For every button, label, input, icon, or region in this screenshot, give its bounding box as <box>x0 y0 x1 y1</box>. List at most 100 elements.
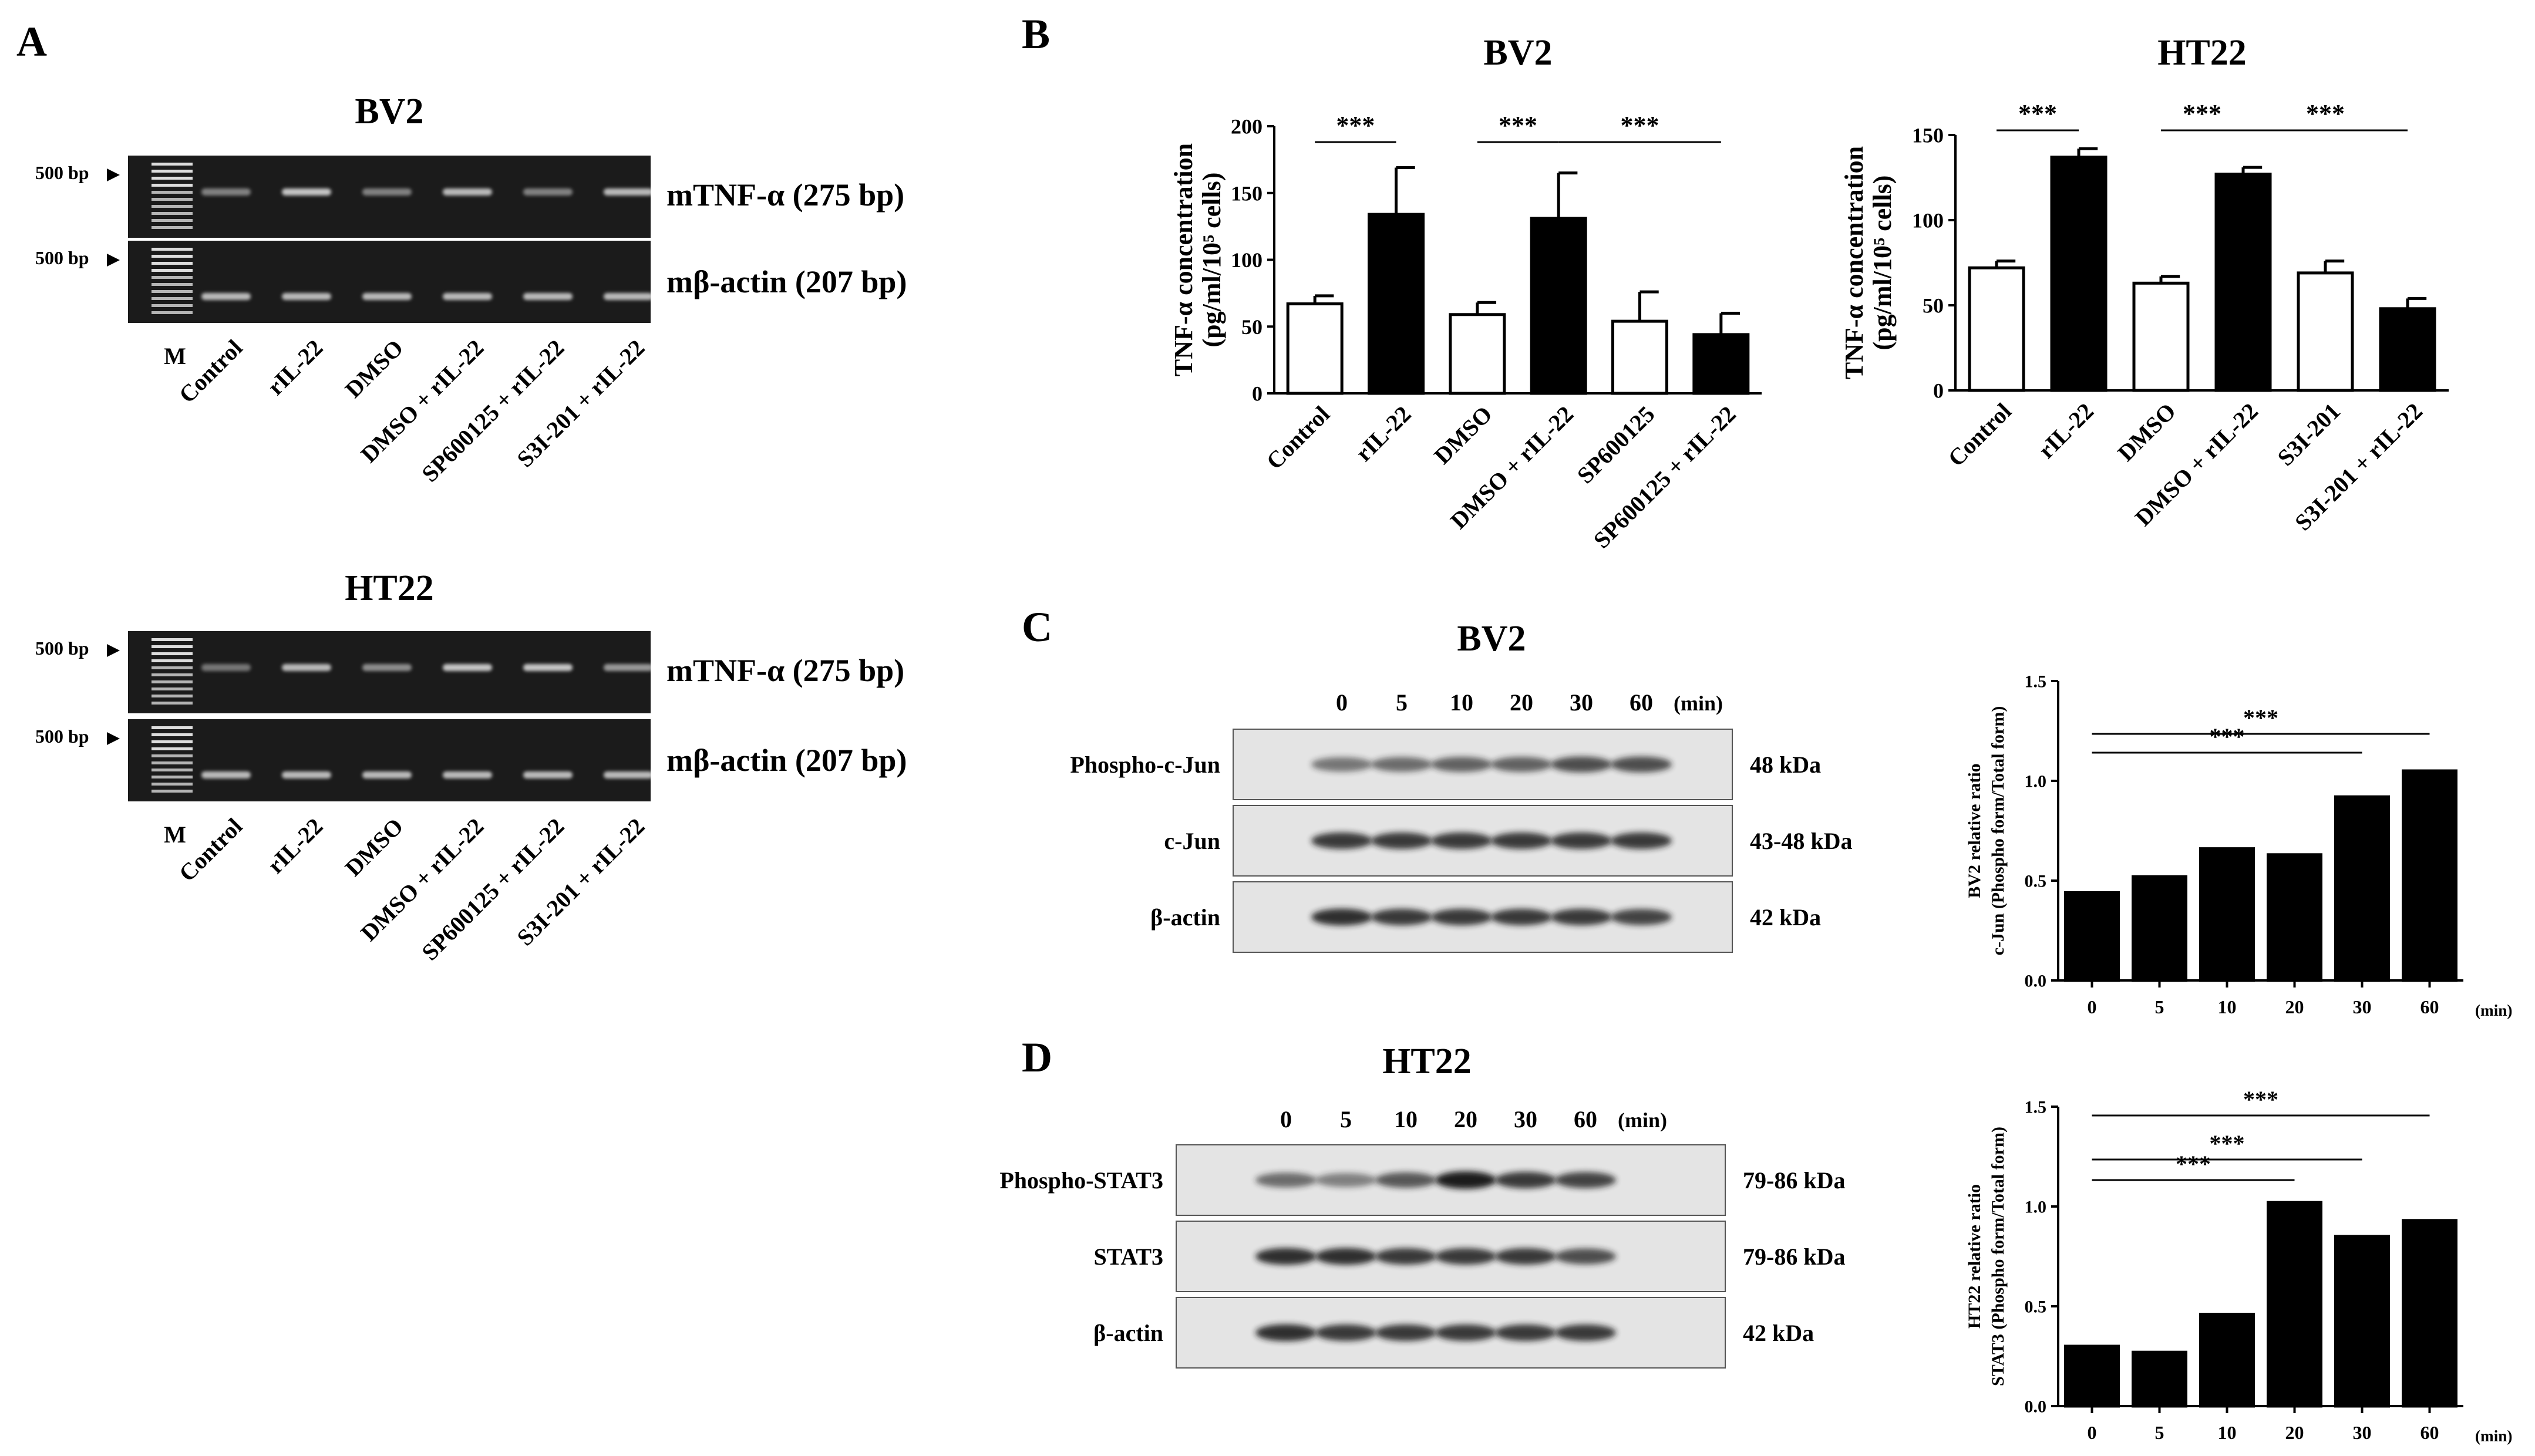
x-tick-label: 60 <box>2420 996 2439 1017</box>
gene-label: mTNF-α (275 bp) <box>666 653 904 688</box>
gel-band <box>362 188 412 196</box>
time-point-label: 10 <box>1394 1106 1418 1133</box>
bp-marker-label: 500 bp <box>35 162 89 183</box>
gel-background <box>128 719 651 801</box>
gel-band <box>282 664 331 671</box>
y-axis-label: TNF-α concentration <box>1840 146 1869 379</box>
ladder-band <box>152 177 193 180</box>
time-unit-label: (min) <box>1674 692 1723 715</box>
chart-title: HT22 <box>2157 33 2247 73</box>
x-tick-label: 60 <box>2420 1422 2439 1443</box>
time-point-label: 5 <box>1396 689 1408 716</box>
x-tick-label: 0 <box>2088 996 2097 1017</box>
y-tick-label: 50 <box>1241 315 1263 339</box>
gel-band <box>282 771 331 778</box>
y-axis-label-2: STAT3 (Phospho form/Total form) <box>1988 1127 2008 1386</box>
significance-label: *** <box>1499 111 1537 140</box>
chart-c-cjun-ratio: 0.0 0.5 1.0 1.5 0 5 10 20 30 60 (min) BV2 relative … <box>1965 672 2512 1020</box>
gel-band <box>282 188 331 196</box>
gel-band <box>443 188 492 196</box>
bar <box>1692 333 1750 395</box>
x-tick-label: SP600125 + rIL-22 <box>1588 401 1741 554</box>
y-tick-label: 0.0 <box>2025 972 2047 991</box>
blot-band <box>1315 1173 1376 1187</box>
x-tick-label: SP600125 <box>1572 401 1660 489</box>
ladder-band <box>152 680 193 683</box>
gel-band <box>443 293 492 300</box>
bar <box>2050 156 2108 392</box>
blot-size-label: 79-86 kDa <box>1743 1167 1845 1194</box>
blot-band <box>1435 1171 1496 1189</box>
lane-label: rIL-22 <box>262 335 328 400</box>
gel-band <box>201 293 251 300</box>
x-tick-label: 0 <box>2088 1422 2097 1443</box>
lane-label: DMSO <box>340 813 409 882</box>
time-point-label: 30 <box>1514 1106 1537 1133</box>
y-axis-label: HT22 relative ratio <box>1965 1184 1984 1329</box>
time-point-label: 30 <box>1570 689 1593 716</box>
ladder-band <box>152 191 193 194</box>
blot-band <box>1611 756 1672 773</box>
ladder-band <box>152 311 193 314</box>
x-unit-label: (min) <box>2475 1427 2512 1445</box>
bar <box>1530 217 1587 395</box>
blot-band <box>1495 1324 1556 1342</box>
gel-band <box>604 771 653 778</box>
blot-band <box>1311 908 1372 926</box>
gel-title: BV2 <box>355 92 423 132</box>
significance-label: *** <box>2183 99 2221 128</box>
bp-marker-arrow <box>107 254 120 267</box>
bar <box>1611 319 1668 395</box>
ladder-band <box>152 269 193 272</box>
blot-band <box>1371 908 1432 926</box>
blot-title: HT22 <box>1382 1042 1472 1081</box>
blot-band <box>1555 1172 1616 1188</box>
gel-band <box>201 188 251 196</box>
reference-label: mβ-actin (207 bp) <box>666 743 907 778</box>
bp-marker-label: 500 bp <box>35 638 89 659</box>
bar <box>2199 847 2255 982</box>
bar <box>2132 1350 2187 1408</box>
y-tick-label: 1.0 <box>2025 1198 2047 1217</box>
blot-band <box>1611 832 1672 850</box>
chart-d-stat3-ratio: 0.0 0.5 1.0 1.5 0 5 10 20 30 60 (min) HT22 relative… <box>1965 1086 2512 1445</box>
gel-band <box>201 664 251 671</box>
gel-band <box>443 771 492 778</box>
gel-band <box>443 664 492 671</box>
blot-band <box>1255 1172 1317 1188</box>
blot-size-label: 48 kDa <box>1750 751 1821 778</box>
gel-band <box>523 771 573 778</box>
ladder-band <box>152 666 193 669</box>
gel-background <box>128 241 651 323</box>
ladder-band <box>152 297 193 300</box>
y-tick-label: 0.0 <box>2025 1397 2047 1417</box>
ladder-band <box>152 638 193 641</box>
blot-band <box>1371 757 1432 772</box>
blot-band <box>1375 1324 1436 1342</box>
blot-row-label: STAT3 <box>1093 1243 1163 1270</box>
x-tick-label: 10 <box>2218 1422 2237 1443</box>
x-tick-label: 10 <box>2218 996 2237 1017</box>
significance-label: *** <box>1621 111 1659 140</box>
ladder-band <box>152 687 193 690</box>
blot-c-bv2: BV2 0 5 10 20 30 60 (min) Phospho-c-Jun 48 kDa c-J… <box>1070 619 1852 953</box>
blot-size-label: 42 kDa <box>1750 904 1821 931</box>
gel-band <box>362 293 412 300</box>
reference-label: mβ-actin (207 bp) <box>666 264 907 299</box>
ladder-band <box>152 776 193 778</box>
bp-marker-label: 500 bp <box>35 247 89 268</box>
panel-a-gels: BV2 500 bp mTNF-α (275 bp) 500 bp mβ-actin (… <box>35 92 907 966</box>
y-axis-label-2: (pg/ml/10⁵ cells) <box>1197 173 1226 348</box>
ladder-band <box>152 184 193 187</box>
panel-label-a: A <box>16 18 47 65</box>
lane-label: DMSO <box>340 335 409 403</box>
blot-size-label: 43-48 kDa <box>1750 828 1852 854</box>
significance-label: *** <box>2243 1086 2278 1113</box>
significance-label: *** <box>2306 99 2345 128</box>
ladder-band <box>152 652 193 655</box>
bar <box>2402 769 2457 982</box>
x-tick-label: 20 <box>2285 996 2304 1017</box>
blot-band <box>1491 832 1552 850</box>
y-axis-label-2: c-Jun (Phospho form/Total form) <box>1988 706 2008 956</box>
bar <box>2214 173 2272 392</box>
